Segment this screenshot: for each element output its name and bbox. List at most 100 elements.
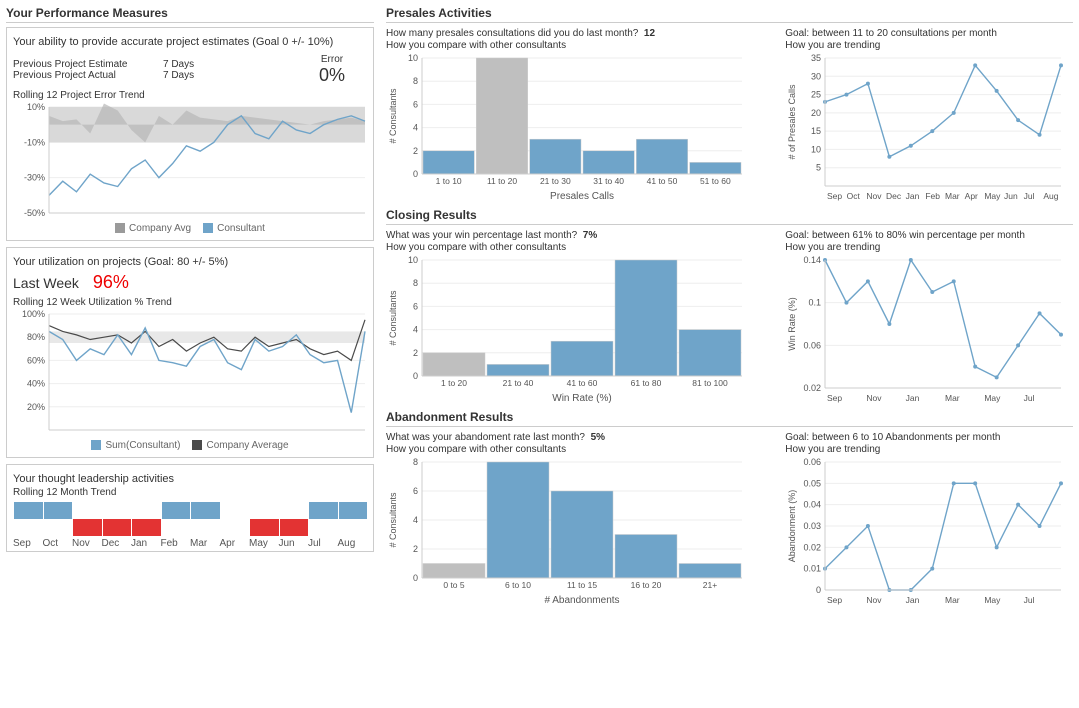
svg-text:Apr: Apr: [965, 191, 978, 201]
svg-text:Dec: Dec: [886, 191, 902, 201]
svg-text:0.14: 0.14: [804, 255, 822, 265]
svg-text:0 to 5: 0 to 5: [443, 580, 465, 590]
svg-text:51 to 60: 51 to 60: [700, 176, 731, 186]
util-lastweek-val: 96%: [93, 272, 129, 293]
svg-text:Mar: Mar: [945, 595, 960, 605]
svg-text:0.1: 0.1: [809, 298, 822, 308]
svg-text:# Consultants: # Consultants: [388, 88, 398, 144]
svg-text:0.02: 0.02: [804, 542, 822, 552]
svg-text:8: 8: [413, 278, 418, 288]
svg-text:11 to 20: 11 to 20: [487, 176, 517, 186]
question-a: What was your win percentage last month?…: [386, 230, 775, 241]
trend-label: How you are trending: [785, 40, 1073, 51]
svg-text:16 to 20: 16 to 20: [631, 580, 662, 590]
svg-text:41 to 50: 41 to 50: [647, 176, 678, 186]
panel-leadership: Your thought leadership activities Rolli…: [6, 464, 374, 552]
svg-text:# Abandonments: # Abandonments: [544, 595, 619, 606]
legend-consultant: Consultant: [217, 223, 265, 234]
svg-text:10: 10: [811, 144, 821, 154]
svg-text:Win Rate (%): Win Rate (%): [787, 297, 797, 351]
svg-text:0.03: 0.03: [804, 521, 822, 531]
svg-text:21 to 30: 21 to 30: [540, 176, 571, 186]
estimate-title: Your ability to provide accurate project…: [13, 36, 367, 48]
svg-text:21+: 21+: [703, 580, 717, 590]
compare-chart: 024680 to 56 to 1011 to 1516 to 2021+# A…: [386, 456, 746, 606]
svg-text:Sep: Sep: [827, 191, 842, 201]
util-title: Your utilization on projects (Goal: 80 +…: [13, 256, 367, 268]
svg-text:31 to 40: 31 to 40: [593, 176, 624, 186]
svg-text:61 to 80: 61 to 80: [631, 378, 662, 388]
svg-text:# Consultants: # Consultants: [388, 492, 398, 548]
section-abandonment: Abandonment Results What was your abando…: [386, 408, 1073, 606]
svg-text:10%: 10%: [27, 102, 45, 112]
svg-text:0.02: 0.02: [804, 383, 822, 393]
svg-text:Nov: Nov: [867, 595, 883, 605]
trend-chart: 0.020.060.10.14SepNovJanMarMayJulWin Rat…: [785, 254, 1065, 404]
svg-text:# Consultants: # Consultants: [388, 290, 398, 346]
svg-text:Jul: Jul: [1024, 595, 1035, 605]
act-label: Previous Project Actual: [13, 70, 163, 81]
util-legend: Sum(Consultant) Company Average: [13, 440, 367, 451]
svg-text:41 to 60: 41 to 60: [567, 378, 598, 388]
svg-text:Sep: Sep: [827, 393, 842, 403]
svg-text:60%: 60%: [27, 355, 45, 365]
svg-text:10: 10: [408, 53, 418, 63]
svg-text:# of Presales Calls: # of Presales Calls: [787, 84, 797, 160]
goal-text: Goal: between 11 to 20 consultations per…: [785, 28, 1073, 39]
panel-estimates: Your ability to provide accurate project…: [6, 27, 374, 241]
svg-text:-30%: -30%: [24, 173, 45, 183]
trend-chart: 00.010.020.030.040.050.06SepNovJanMarMay…: [785, 456, 1065, 606]
svg-text:4: 4: [413, 515, 418, 525]
svg-text:Jan: Jan: [906, 191, 920, 201]
util-trend-title: Rolling 12 Week Utilization % Trend: [13, 297, 367, 308]
svg-text:Oct: Oct: [847, 191, 861, 201]
svg-text:6: 6: [413, 301, 418, 311]
question-b: How you compare with other consultants: [386, 242, 775, 253]
svg-text:Presales Calls: Presales Calls: [550, 191, 614, 202]
leadership-title: Your thought leadership activities: [13, 473, 367, 485]
svg-text:Abandonment (%): Abandonment (%): [787, 490, 797, 563]
svg-text:6 to 10: 6 to 10: [505, 580, 531, 590]
svg-text:Sep: Sep: [827, 595, 842, 605]
util-chart: 20%40%60%80%100%: [13, 308, 369, 438]
section-title: Closing Results: [386, 206, 1073, 225]
svg-text:0.05: 0.05: [804, 478, 822, 488]
svg-text:Aug: Aug: [1044, 191, 1059, 201]
legend-sum-consultant: Sum(Consultant): [105, 440, 180, 451]
svg-text:20: 20: [811, 108, 821, 118]
svg-text:4: 4: [413, 123, 418, 133]
svg-text:0.06: 0.06: [804, 457, 822, 467]
svg-text:0.01: 0.01: [804, 564, 822, 574]
svg-text:5: 5: [816, 163, 821, 173]
legend-company-average: Company Average: [206, 440, 288, 451]
svg-text:Nov: Nov: [867, 191, 883, 201]
panel-utilization: Your utilization on projects (Goal: 80 +…: [6, 247, 374, 458]
svg-text:May: May: [985, 595, 1002, 605]
section-title: Presales Activities: [386, 4, 1073, 23]
svg-text:Mar: Mar: [945, 393, 960, 403]
question-a: What was your abandoment rate last month…: [386, 432, 775, 443]
trend-label: How you are trending: [785, 242, 1073, 253]
svg-text:21 to 40: 21 to 40: [503, 378, 534, 388]
question-b: How you compare with other consultants: [386, 40, 775, 51]
svg-text:1 to 10: 1 to 10: [436, 176, 462, 186]
svg-text:81 to 100: 81 to 100: [692, 378, 728, 388]
section-presales: Presales Activities How many presales co…: [386, 4, 1073, 202]
svg-text:11 to 15: 11 to 15: [567, 580, 597, 590]
svg-text:Mar: Mar: [945, 191, 960, 201]
svg-text:Jun: Jun: [1004, 191, 1018, 201]
svg-text:Jul: Jul: [1024, 191, 1035, 201]
act-val: 7 Days: [163, 70, 194, 81]
answer-val: 7%: [583, 230, 597, 241]
estimate-trend-title: Rolling 12 Project Error Trend: [13, 90, 367, 101]
svg-text:Feb: Feb: [926, 191, 941, 201]
svg-text:25: 25: [811, 90, 821, 100]
svg-text:80%: 80%: [27, 332, 45, 342]
svg-text:6: 6: [413, 486, 418, 496]
leadership-sub: Rolling 12 Month Trend: [13, 487, 367, 498]
svg-text:1 to 20: 1 to 20: [441, 378, 467, 388]
answer-val: 12: [644, 28, 655, 39]
svg-text:10: 10: [408, 255, 418, 265]
svg-text:15: 15: [811, 126, 821, 136]
section-closing: Closing Results What was your win percen…: [386, 206, 1073, 404]
